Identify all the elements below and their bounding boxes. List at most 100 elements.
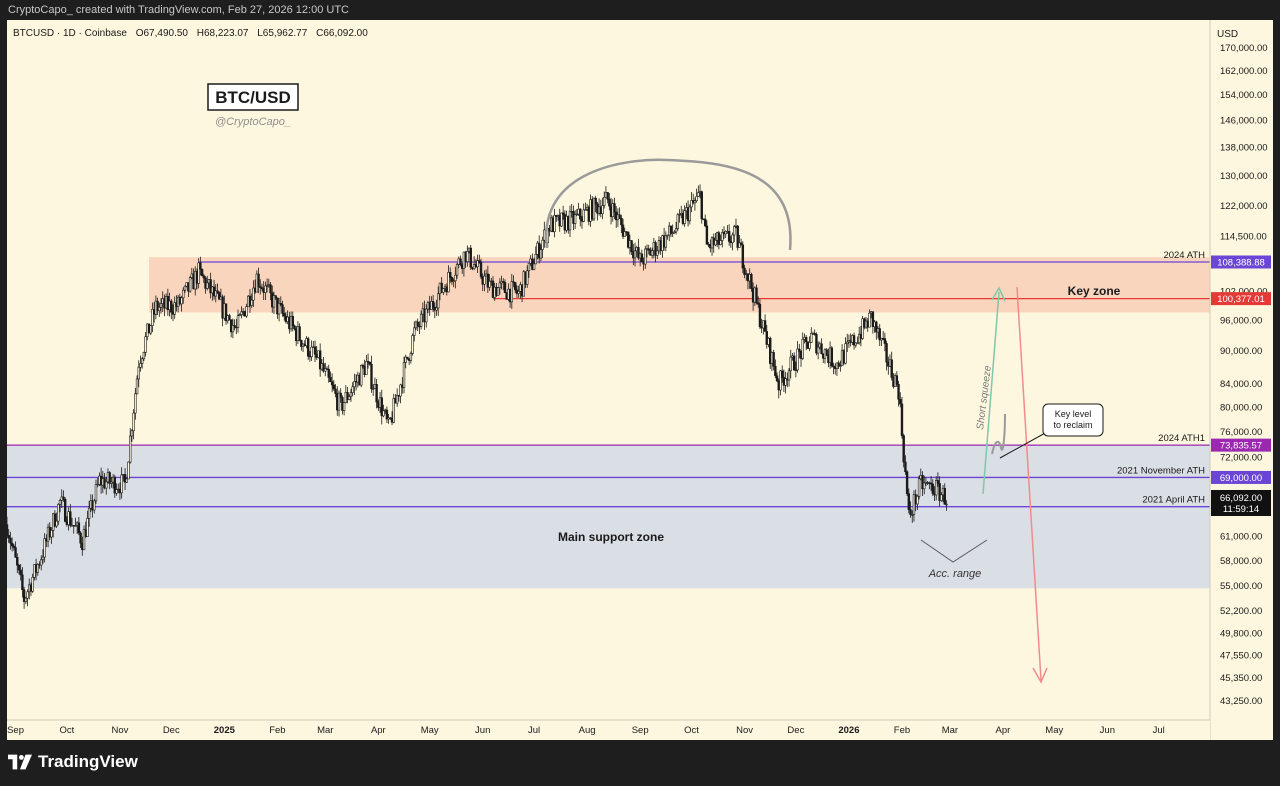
candle [813,329,816,336]
candle [21,567,24,598]
candle [743,264,746,279]
candle [618,207,621,220]
time-tick-5: Feb [269,725,285,736]
candle [233,319,236,331]
acc-range-label: Acc. range [928,568,982,580]
reclaim-squiggle [991,413,1006,455]
candle [342,402,346,416]
key-level-callout[interactable]: Key level to reclaim [999,403,1104,459]
tradingview-logo[interactable]: TradingView [8,752,138,772]
candle [324,362,327,377]
level-badge-3 [1211,470,1271,484]
candle [479,258,483,280]
candle [620,214,623,234]
rounded-top-arc [545,158,792,251]
level-badges: 108,388.88100,377.0173,835.5769,000.0064… [1211,255,1271,516]
candle [40,555,43,571]
candle [7,529,10,543]
candle [561,205,565,220]
candle [149,324,152,336]
time-tick-12: Sep [632,725,649,736]
candle [399,383,402,404]
candle [902,433,905,468]
candle [10,537,14,552]
main-support-zone-label: Main support zone [558,530,664,544]
candle [351,382,354,397]
candle [158,302,161,317]
candle [931,479,934,497]
candle [69,504,72,528]
callout-line-2: to reclaim [1053,420,1092,430]
time-tick-20: May [1045,725,1063,736]
price-tick-5: 130,000.00 [1220,171,1268,182]
candle [132,409,135,440]
candle [603,191,606,209]
candle [22,586,26,609]
time-tick-14: Nov [736,725,753,736]
footer-bar [0,740,1280,786]
candle [532,258,536,271]
candle [883,332,887,352]
candle [139,355,142,372]
candle [105,477,108,495]
zone-0 [149,257,1210,313]
candle [644,245,647,269]
level-badge-text-0: 108,388.88 [1217,257,1265,268]
price-tick-14: 72,000.00 [1220,453,1262,464]
price-axis[interactable]: USD 170,000.00 162,000.00 154,000.00 146,00… [1209,20,1273,740]
candle [137,360,140,388]
attribution-text: CryptoCapo_ created with TradingView.com… [8,4,349,16]
candle [332,380,336,391]
candle [900,396,904,439]
candle [731,232,734,251]
level-badge-1 [1211,292,1271,306]
candle [53,510,57,528]
price-tick-15: 61,000.00 [1220,532,1262,543]
candle [129,427,132,464]
candle [50,527,53,544]
candle [856,336,859,345]
time-tick-11: Aug [579,725,596,736]
level-badge-text-3: 69,000.00 [1220,473,1262,484]
candle [87,500,91,527]
candle [904,455,907,475]
candle [283,306,286,321]
candle [885,340,888,371]
candle [385,406,389,424]
candle [12,543,16,551]
candle [382,404,385,418]
symbol-name: BTCUSD · 1D · Coinbase [13,28,127,39]
candle [478,254,481,264]
price-axis-unit: USD [1217,29,1238,40]
candle [897,380,900,407]
candle [14,541,17,558]
candle [454,266,457,289]
candle [498,278,502,295]
time-tick-3: Dec [163,725,180,736]
time-tick-2: Nov [111,725,128,736]
candle [669,225,673,238]
candle [784,371,787,394]
candle [820,338,823,355]
candle [654,240,657,263]
chart-area[interactable]: Key zone Main support zone 2024 ATH 2024 A… [5,20,1273,740]
candle [26,589,29,607]
candle [300,339,303,351]
candle [58,499,62,513]
time-axis[interactable]: Sep Oct Nov Dec 2025 Feb Mar Apr May Jun Jul Aug Sep… [7,719,1210,740]
price-tick-4: 138,000.00 [1220,142,1268,153]
candle [330,373,334,393]
price-tick-10: 90,000.00 [1220,346,1262,357]
candle [690,191,693,213]
level-badge-text-1: 100,377.01 [1217,294,1265,305]
candle [449,267,452,283]
price-tick-1: 162,000.00 [1220,66,1268,77]
candle [757,296,760,308]
candle [755,284,758,305]
candle [539,244,543,262]
candle [55,512,58,528]
candle [306,336,310,360]
candle [693,197,697,211]
